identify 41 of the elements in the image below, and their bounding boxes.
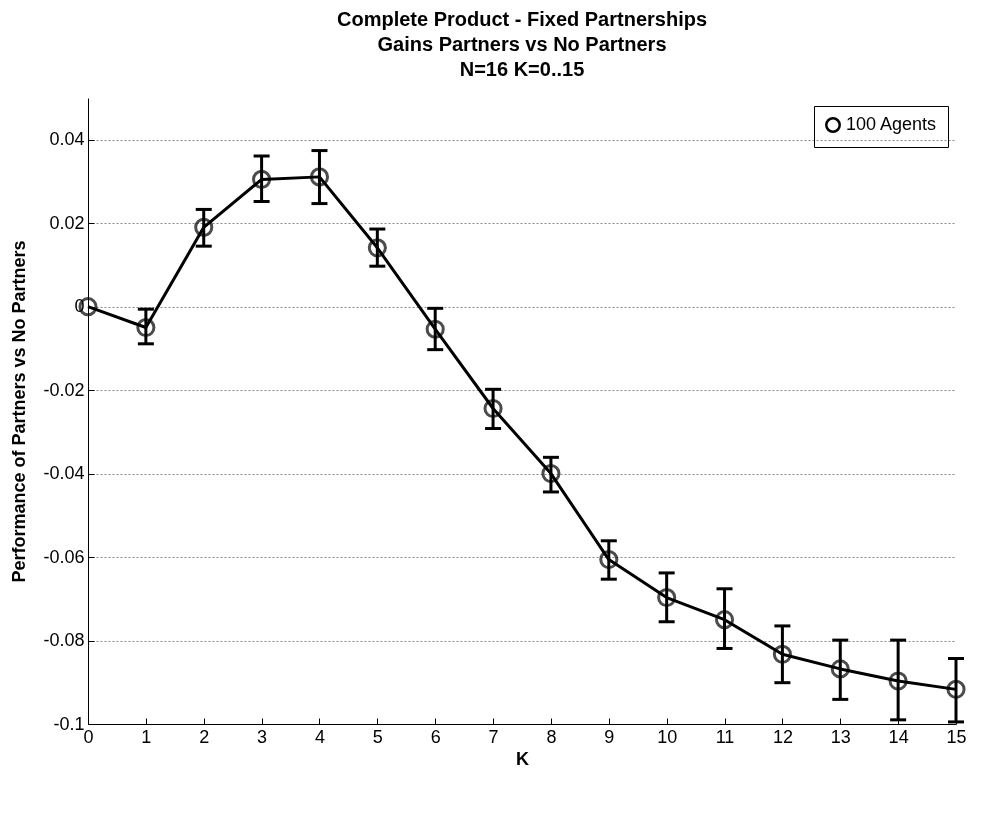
y-tick-label: -0.04 <box>43 463 85 484</box>
x-axis-title: K <box>516 748 529 769</box>
x-tick-label: 2 <box>199 726 210 747</box>
point <box>888 671 908 691</box>
y-tick-label: 0.02 <box>49 212 85 233</box>
point <box>657 588 677 608</box>
y-tick-label: 0.04 <box>49 129 85 150</box>
x-tick-label: 9 <box>604 726 615 747</box>
point <box>541 464 561 484</box>
point <box>599 550 619 570</box>
point <box>946 679 966 699</box>
x-tick-label: 3 <box>257 726 268 747</box>
x-tick-label: 13 <box>830 726 851 747</box>
point <box>136 317 156 338</box>
point <box>772 644 792 664</box>
x-tick-label: 8 <box>546 726 557 747</box>
point <box>483 398 503 419</box>
y-tick-label: -0.02 <box>43 379 85 400</box>
x-tick-label: 15 <box>946 726 967 747</box>
x-tick-label: 5 <box>372 726 383 747</box>
x-tick-label: 1 <box>141 726 152 747</box>
point <box>425 319 445 339</box>
x-tick-label: 6 <box>430 726 441 747</box>
point <box>194 217 214 237</box>
x-tick-label: 10 <box>657 726 678 747</box>
point <box>309 167 330 187</box>
point <box>830 659 850 679</box>
x-tick-label: 4 <box>314 726 325 747</box>
x-tick-label: 14 <box>888 726 909 747</box>
y-axis-title: Performance of Partners vs No Partners <box>9 240 30 583</box>
point <box>367 238 387 258</box>
x-tick-label: 7 <box>488 726 499 747</box>
y-tick-label: -0.06 <box>43 546 85 567</box>
point <box>714 610 735 630</box>
y-tick-label: -0.08 <box>43 630 85 651</box>
legend-label: 100 Agents <box>846 114 937 134</box>
x-tick-label: 11 <box>715 726 735 747</box>
y-tick-label: -0.1 <box>53 713 85 734</box>
x-tick-label: 12 <box>772 726 793 747</box>
point <box>252 169 272 189</box>
chart-title: Complete Product - Fixed Partnerships Gains Partners vs No Partners N=16 K=0..15 <box>336 8 708 80</box>
